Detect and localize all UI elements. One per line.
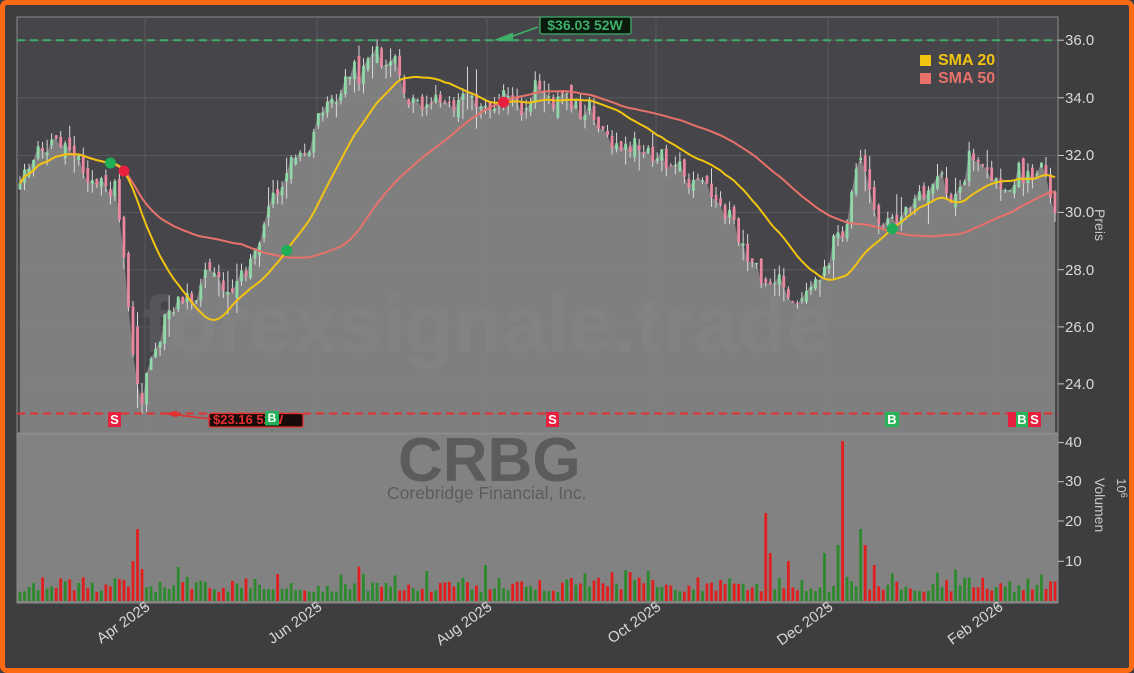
svg-text:32.0: 32.0 xyxy=(1065,147,1094,164)
svg-text:30: 30 xyxy=(1065,473,1082,490)
svg-text:S: S xyxy=(110,412,119,427)
svg-text:SMA 20: SMA 20 xyxy=(938,52,995,69)
svg-text:36.0: 36.0 xyxy=(1065,32,1094,49)
svg-text:Oct 2025: Oct 2025 xyxy=(605,598,665,647)
svg-text:S: S xyxy=(548,412,557,427)
svg-text:40: 40 xyxy=(1065,434,1082,451)
svg-text:Feb 2026: Feb 2026 xyxy=(945,598,1007,648)
svg-text:B: B xyxy=(1017,412,1026,427)
svg-text:$36.03 52W: $36.03 52W xyxy=(547,17,623,33)
svg-text:SMA 50: SMA 50 xyxy=(938,70,995,87)
svg-text:106: 106 xyxy=(1114,478,1129,497)
svg-text:Preis: Preis xyxy=(1092,209,1108,241)
svg-text:Volumen: Volumen xyxy=(1092,478,1108,532)
svg-text:20: 20 xyxy=(1065,513,1082,530)
svg-text:Corebridge Financial, Inc.: Corebridge Financial, Inc. xyxy=(387,483,586,503)
svg-text:30.0: 30.0 xyxy=(1065,204,1094,221)
svg-text:24.0: 24.0 xyxy=(1065,376,1094,393)
svg-text:B: B xyxy=(268,411,277,425)
svg-text:S: S xyxy=(1030,412,1039,427)
svg-text:10: 10 xyxy=(1065,553,1082,570)
svg-text:Apr 2025: Apr 2025 xyxy=(94,598,154,647)
svg-text:B: B xyxy=(887,412,896,427)
svg-text:Dec 2025: Dec 2025 xyxy=(774,598,836,649)
svg-text:34.0: 34.0 xyxy=(1065,90,1094,107)
svg-text:Jun 2025: Jun 2025 xyxy=(265,598,325,647)
svg-text:Aug 2025: Aug 2025 xyxy=(433,598,495,649)
svg-text:26.0: 26.0 xyxy=(1065,319,1094,336)
svg-text:28.0: 28.0 xyxy=(1065,262,1094,279)
